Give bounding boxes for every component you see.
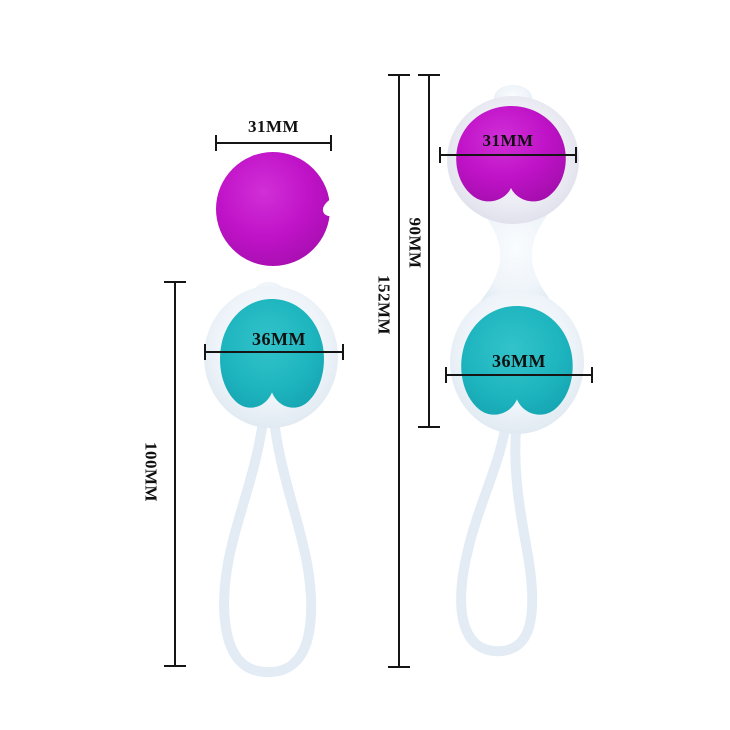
left-retrieval-loop (219, 423, 317, 678)
dim-label-right-small-ball: 31MM (482, 131, 534, 150)
dim-line-right-total-length (388, 74, 410, 668)
right-product (447, 85, 584, 657)
right-retrieval-loop (456, 425, 538, 657)
left-purple-ball (216, 152, 330, 266)
dim-line-left-total-length (164, 281, 186, 667)
dim-line-left-small-ball (215, 135, 332, 151)
dim-line-right-large-ball (445, 367, 593, 383)
dim-label-right-large-ball: 36MM (492, 351, 546, 371)
dim-line-right-balls-section (418, 74, 440, 428)
dim-label-left-large-ball: 36MM (252, 329, 306, 349)
left-purple-ball-notch (322, 195, 352, 217)
dim-label-right-total-length: 152MM (374, 274, 394, 336)
dim-line-left-large-ball (204, 344, 344, 360)
left-product (204, 152, 352, 678)
dim-label-right-balls-section: 90MM (405, 217, 425, 269)
right-neck (471, 200, 561, 314)
dim-label-left-total-length: 100MM (141, 441, 161, 503)
dim-line-right-small-ball (439, 147, 577, 163)
dim-label-left-small-ball: 31MM (247, 117, 300, 136)
